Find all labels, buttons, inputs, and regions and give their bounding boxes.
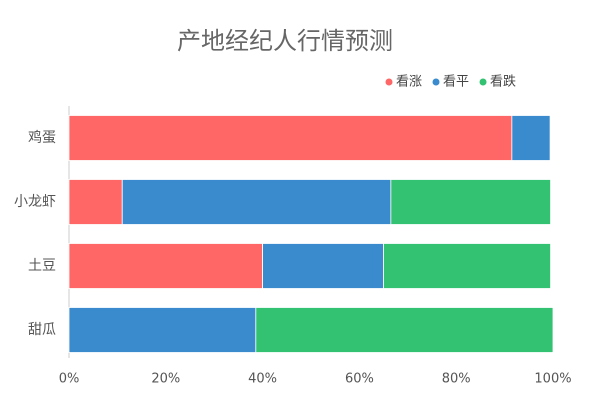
bar-segment bbox=[68, 179, 123, 225]
y-tick-label: 甜瓜 bbox=[28, 322, 56, 338]
bar-segment bbox=[68, 115, 513, 161]
legend-label: 看涨 bbox=[396, 74, 422, 90]
bar-segment bbox=[511, 115, 551, 161]
legend-label: 看平 bbox=[443, 74, 469, 90]
bar-segment bbox=[68, 307, 257, 353]
y-tick-label: 土豆 bbox=[28, 258, 56, 274]
legend-swatch bbox=[432, 78, 440, 86]
bar-segment bbox=[68, 243, 264, 289]
x-tick-label: 40% bbox=[248, 372, 277, 387]
x-tick-label: 80% bbox=[442, 372, 471, 387]
bar-segment bbox=[255, 307, 554, 353]
x-tick-label: 0% bbox=[59, 372, 80, 387]
x-tick-label: 100% bbox=[534, 372, 571, 387]
bar-segment bbox=[390, 179, 551, 225]
chart-title: 产地经纪人行情预测 bbox=[177, 27, 393, 55]
bar-segment bbox=[383, 243, 551, 289]
legend-swatch bbox=[479, 78, 487, 86]
legend-swatch bbox=[385, 78, 393, 86]
legend-label: 看跌 bbox=[490, 74, 516, 90]
x-tick-label: 60% bbox=[345, 372, 374, 387]
bar-segment bbox=[121, 179, 392, 225]
x-tick-label: 20% bbox=[151, 372, 180, 387]
y-tick-label: 小龙虾 bbox=[14, 194, 56, 210]
bar-segment bbox=[262, 243, 385, 289]
y-tick-label: 鸡蛋 bbox=[28, 129, 56, 146]
